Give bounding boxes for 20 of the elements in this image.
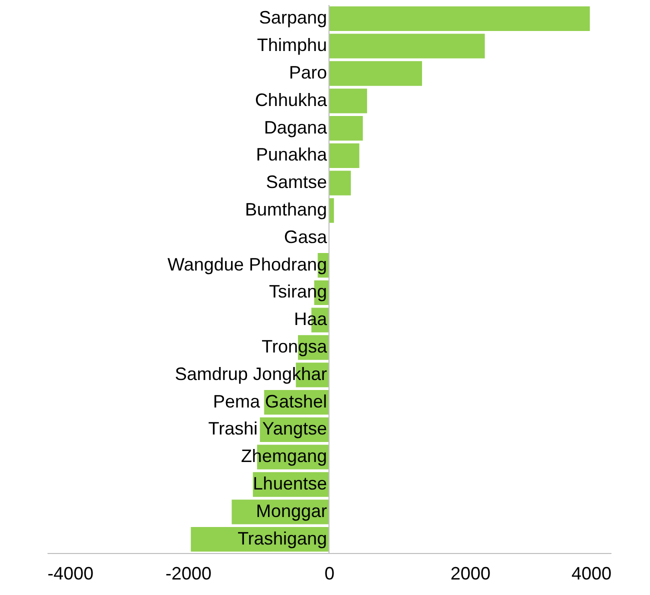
x-tick-label: -2000 [165,564,212,584]
y-tick-label: Paro [288,62,327,82]
y-tick-label: Bumthang [244,200,327,220]
y-tick-label: Gasa [284,226,328,247]
y-tick-label: Monggar [256,500,327,521]
x-tick-label: -4000 [48,564,94,584]
y-tick-label: Sarpang [258,8,327,28]
y-tick-label: Pema Gatshel [212,391,327,412]
y-tick-label: Lhuentse [252,474,327,494]
y-tick-label: Punakha [256,144,328,165]
y-tick-label: Samtse [266,172,327,192]
y-tick-label: Trashigang [238,528,327,548]
y-tick-label: Trashi Yangtse [208,418,327,439]
y-tick-label: Haa [294,309,328,330]
x-tick-label: 4000 [571,564,612,584]
x-tick-label: 0 [324,564,335,584]
x-tick-label: 2000 [450,564,491,584]
y-tick-label: Thimphu [256,35,327,56]
y-tick-label: Dagana [264,117,328,138]
y-tick-label: Chhukha [254,90,328,110]
